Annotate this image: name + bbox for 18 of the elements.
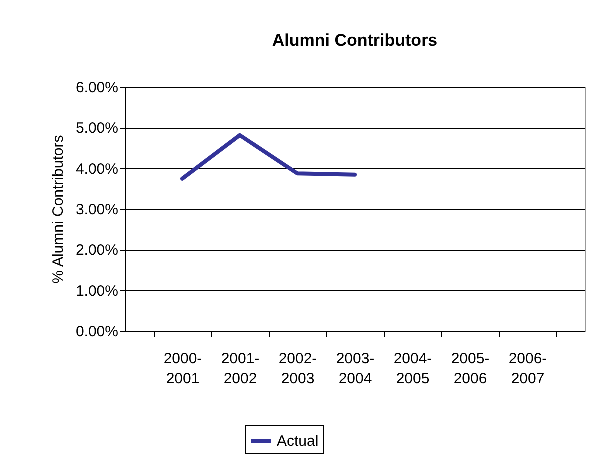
y-tick-label: 1.00% xyxy=(76,282,118,300)
x-tick-label: 2003-2004 xyxy=(336,350,375,388)
legend-label: Actual xyxy=(277,433,319,450)
y-tick-label: 2.00% xyxy=(76,242,118,260)
x-tick-label: 2004-2005 xyxy=(394,350,432,388)
y-tick-label: 4.00% xyxy=(76,160,118,178)
x-tick-label: 2005-2006 xyxy=(451,350,490,388)
x-tick-label: 2001-2002 xyxy=(221,350,260,388)
chart-title: Alumni Contributors xyxy=(272,31,438,50)
y-tick-label: 0.00% xyxy=(76,324,118,340)
x-tick-label: 2002-2003 xyxy=(278,350,318,388)
x-tick-label: 2006-2007 xyxy=(508,350,548,388)
y-tick-label: 3.00% xyxy=(76,202,118,218)
line-series xyxy=(180,133,357,181)
y-axis-title: % Alumni Contributors xyxy=(50,135,67,284)
y-tick-label: 6.00% xyxy=(76,80,118,96)
y-tick-label: 5.00% xyxy=(76,120,118,138)
x-tick-label: 2000-2001 xyxy=(164,350,202,388)
